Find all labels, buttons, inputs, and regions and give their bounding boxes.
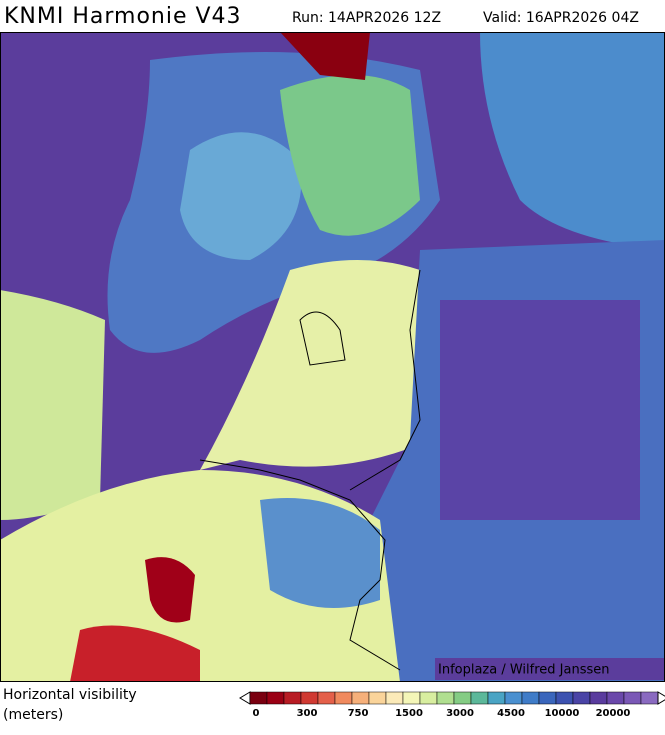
- colorbar-swatch: [402, 691, 421, 705]
- colorbar-tick-label: 4500: [497, 708, 525, 719]
- colorbar-swatch: [385, 691, 404, 705]
- colorbar-swatch: [266, 691, 285, 705]
- colorbar-swatch: [334, 691, 353, 705]
- colorbar-swatch: [470, 691, 489, 705]
- colorbar-tick-label: 1500: [395, 708, 423, 719]
- colorbar-swatch: [555, 691, 574, 705]
- title: KNMI Harmonie V43: [4, 4, 242, 29]
- fog-patch: [145, 557, 195, 623]
- netherlands: [200, 260, 430, 470]
- colorbar-swatch: [623, 691, 642, 705]
- colorbar-swatch: [589, 691, 608, 705]
- colorbar-arrow-right: [657, 691, 665, 705]
- colorbar-tick-label: 20000: [596, 708, 631, 719]
- credit: Infoplaza / Wilfred Janssen: [438, 663, 610, 678]
- fog-patch-south: [70, 625, 200, 682]
- low-vis-north: [280, 32, 370, 80]
- colorbar-swatch: [419, 691, 438, 705]
- colorbar-swatch: [249, 691, 268, 705]
- colorbar-swatch: [606, 691, 625, 705]
- colorbar-swatch: [640, 691, 659, 705]
- credit-bg: [435, 658, 665, 680]
- colorbar-tick-label: 3000: [446, 708, 474, 719]
- colorbar-tick-label: 10000: [545, 708, 580, 719]
- ijsselmeer: [299, 311, 346, 366]
- colorbar-swatch: [283, 691, 302, 705]
- run-time: Run: 14APR2026 12Z: [292, 10, 441, 26]
- colorbar-swatch: [368, 691, 387, 705]
- colorbar-swatch: [572, 691, 591, 705]
- plume-light: [180, 132, 302, 260]
- ardennes: [260, 498, 380, 608]
- plume-green: [280, 75, 420, 236]
- colorbar-swatch: [317, 691, 336, 705]
- map: Infoplaza / Wilfred Janssen: [0, 32, 665, 682]
- colorbar-swatch: [300, 691, 319, 705]
- colorbar-swatch: [436, 691, 455, 705]
- colorbar-tick-label: 0: [253, 708, 260, 719]
- legend-label: (meters): [3, 707, 63, 723]
- colorbar: 0 300 750 1500 3000 4500 10000 20000: [239, 691, 665, 719]
- colorbar-swatch: [538, 691, 557, 705]
- colorbar-swatch: [487, 691, 506, 705]
- denmark-area: [480, 32, 665, 250]
- colorbar-swatch: [521, 691, 540, 705]
- colorbar-tick-label: 300: [297, 708, 318, 719]
- colorbar-swatch: [504, 691, 523, 705]
- colorbar-swatch: [453, 691, 472, 705]
- colorbar-tick-label: 750: [348, 708, 369, 719]
- england: [0, 290, 105, 520]
- germany-purple: [440, 300, 640, 520]
- colorbar-swatch: [351, 691, 370, 705]
- valid-time: Valid: 16APR2026 04Z: [483, 10, 639, 26]
- borders: [199, 269, 421, 671]
- legend-label: Horizontal visibility: [3, 687, 137, 703]
